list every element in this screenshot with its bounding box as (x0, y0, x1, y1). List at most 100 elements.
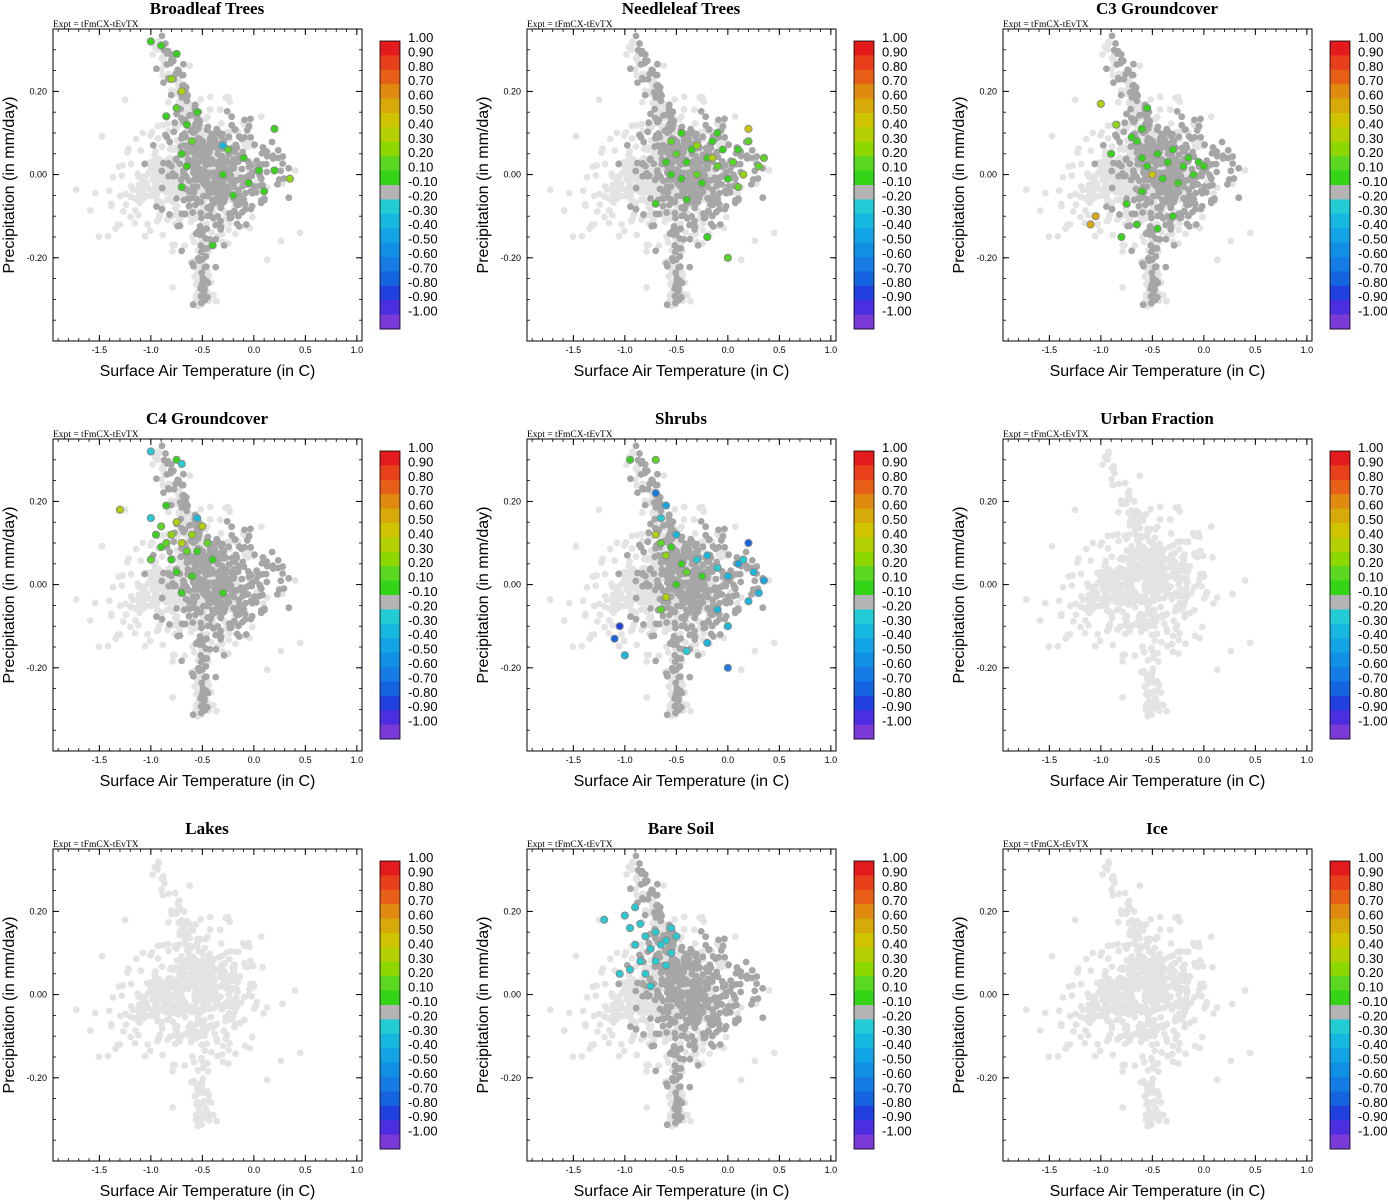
colorbar-label: 0.80 (1358, 59, 1383, 74)
data-point (177, 182, 186, 192)
neutral-point (1154, 279, 1162, 287)
neutral-point (1159, 214, 1167, 222)
neutral-point (663, 209, 671, 216)
neutral-point (1139, 111, 1147, 118)
background-point (633, 231, 641, 239)
background-point (1072, 201, 1080, 208)
neutral-point (1123, 110, 1130, 118)
background-point (1077, 183, 1085, 190)
neutral-point (632, 32, 640, 40)
background-point (232, 640, 239, 648)
background-point (1182, 230, 1189, 238)
colorbar-swatch (1330, 156, 1350, 172)
background-point (1068, 172, 1076, 180)
neutral-point (1197, 115, 1204, 123)
background-point (623, 51, 630, 58)
neutral-point (166, 211, 173, 218)
x-tick-label: 1.0 (351, 345, 364, 355)
background-point (590, 192, 598, 200)
x-tick-label: -1.0 (1093, 345, 1109, 355)
neutral-point (170, 128, 178, 136)
neutral-point (670, 223, 678, 230)
data-point (723, 253, 732, 262)
neutral-point (1176, 214, 1184, 222)
neutral-point (268, 138, 276, 146)
neutral-point (1180, 194, 1188, 202)
background-point (599, 145, 606, 153)
neutral-point (668, 115, 676, 123)
background-point (155, 625, 163, 633)
neutral-point (646, 155, 654, 163)
neutral-point (1161, 186, 1169, 193)
neutral-point (217, 226, 225, 233)
background-point (1055, 187, 1063, 195)
background-point (149, 175, 157, 183)
colorbar-label: 1.00 (882, 30, 907, 45)
background-point (163, 196, 171, 204)
background-point (1166, 106, 1174, 114)
neutral-point (1162, 221, 1169, 229)
colorbar-label: 0.70 (882, 73, 907, 88)
neutral-point (239, 182, 247, 190)
colorbar-label: -0.70 (882, 260, 912, 275)
background-point (1207, 113, 1215, 121)
neutral-point (204, 212, 212, 220)
background-point (186, 62, 194, 70)
neutral-point (1170, 198, 1178, 206)
neutral-point (203, 293, 211, 301)
colorbar-swatch (1330, 170, 1350, 186)
neutral-point (189, 301, 197, 309)
background-point (291, 167, 299, 174)
data-point (728, 158, 738, 167)
neutral-point (1213, 168, 1221, 176)
background-point (98, 542, 106, 550)
colorbar-swatch (854, 228, 874, 244)
neutral-point (707, 220, 715, 228)
background-point (225, 636, 233, 644)
background-point (1059, 173, 1067, 181)
neutral-point (1139, 260, 1146, 267)
background-point (107, 202, 115, 210)
neutral-point (1111, 131, 1119, 139)
background-point (72, 596, 80, 604)
neutral-point (1133, 97, 1141, 105)
background-point (126, 193, 134, 201)
neutral-point (192, 230, 200, 237)
background-point (631, 198, 639, 206)
neutral-point (726, 167, 734, 175)
data-point (146, 37, 155, 46)
background-point (148, 191, 156, 199)
x-tick-label: 1.0 (1301, 345, 1314, 355)
neutral-point (206, 147, 214, 155)
data-point (754, 162, 763, 171)
neutral-point (173, 195, 180, 202)
neutral-point (220, 198, 228, 206)
neutral-point (196, 223, 204, 230)
background-point (199, 130, 207, 138)
background-point (1147, 95, 1155, 103)
colorbar-label: -0.10 (408, 174, 438, 189)
background-point (163, 606, 171, 614)
background-point (625, 186, 633, 193)
background-point (203, 220, 211, 228)
neutral-point (184, 155, 192, 163)
neutral-point (680, 147, 688, 155)
background-point (737, 256, 745, 264)
background-point (1089, 129, 1097, 137)
neutral-point (166, 138, 174, 146)
background-point (1104, 135, 1112, 142)
colorbar-label: -0.50 (408, 232, 438, 247)
background-point (209, 291, 217, 299)
neutral-point (223, 517, 231, 525)
neutral-point (1153, 293, 1161, 301)
y-tick-label: 0.20 (979, 86, 997, 96)
neutral-point (1218, 138, 1226, 146)
neutral-point (1144, 115, 1152, 123)
data-point (744, 124, 753, 133)
background-point (248, 623, 256, 631)
data-point (667, 137, 676, 146)
background-point (605, 219, 613, 227)
background-point (151, 186, 159, 193)
background-point (131, 616, 139, 624)
background-point (277, 237, 285, 245)
